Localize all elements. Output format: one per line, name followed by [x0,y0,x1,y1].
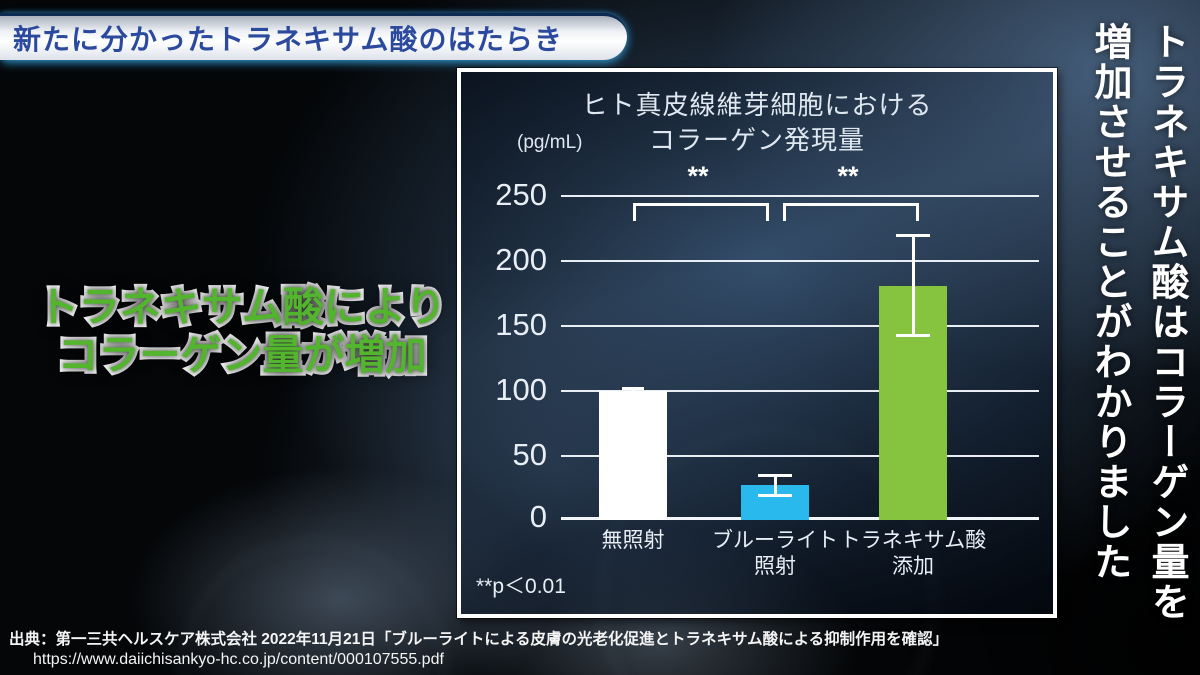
bar-no-irradiation [599,391,667,520]
vertical-caption-column2: 増加させることがわかりました [1088,22,1130,582]
key-message-line1: トラネキサム酸により [34,281,449,334]
ytick: 250 [495,177,547,212]
key-message-line2: コラーゲン量が増加 [54,328,430,381]
significance-bracket-2 [783,203,919,221]
y-axis-unit: (pg/mL) [517,132,583,153]
xlabel-blue-light: ブルーライト 照射 [712,529,838,579]
chart-title: ヒト真皮線維芽細胞における コラーゲン発現量 [581,90,933,156]
ytick: 200 [495,242,547,277]
ytick: 0 [529,499,547,534]
bar-chart-panel: ヒト真皮線維芽細胞における コラーゲン発現量 (pg/mL) 250 200 1… [457,68,1057,618]
gridline-200: 200 [495,242,1039,277]
plot-area: 250 200 150 100 50 0 ** ** 無照射 ブル [495,161,1039,578]
source-text: 出典：第一三共ヘルスケア株式会社 2022年11月21日「ブルーライトによる皮膚… [9,631,949,648]
header-title: 新たに分かったトラネキサム酸のはたらき [13,24,563,55]
gridline-100: 100 [495,372,1039,407]
gridline-250: 250 [495,177,1039,212]
p-value-footnote: **p＜0.01 [476,575,566,598]
ytick: 50 [512,437,547,472]
significance-bracket-1 [633,203,769,221]
vertical-caption: トラネキサム酸はコラーゲン量を 増加させることがわかりました [1080,22,1194,662]
errorbar-blue-light [758,473,792,497]
vertical-caption-column1: トラネキサム酸はコラーゲン量を [1145,22,1187,622]
source-url[interactable]: https://www.daiichisankyo-hc.co.jp/conte… [33,651,444,668]
significance-label-1: ** [687,161,709,191]
key-message: トラネキサム酸により コラーゲン量が増加 [24,281,460,381]
errorbar-tranexamic-acid [896,234,930,338]
header-banner: 新たに分かったトラネキサム酸のはたらき [0,13,627,60]
xlabel-no-irradiation: 無照射 [601,529,665,552]
gridline-50: 50 [513,437,1039,472]
ytick: 150 [495,307,547,342]
significance-label-2: ** [837,161,859,191]
source-attribution: 出典：第一三共ヘルスケア株式会社 2022年11月21日「ブルーライトによる皮膚… [9,627,948,669]
ytick: 100 [495,372,547,407]
gridline-150: 150 [495,307,1039,342]
errorbar-no-irradiation [622,387,644,396]
xlabel-tranexamic-acid: トラネキサム酸 添加 [839,529,987,579]
